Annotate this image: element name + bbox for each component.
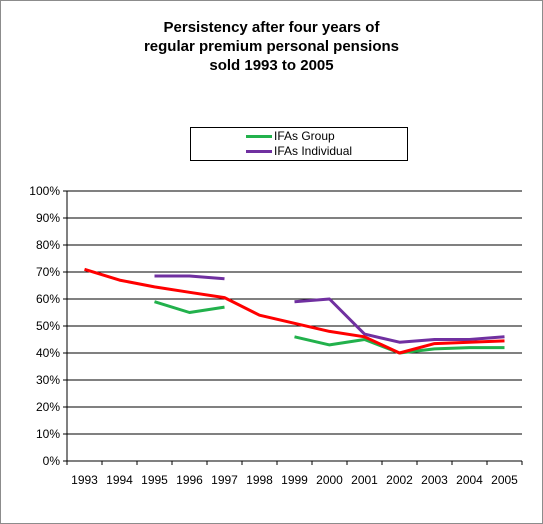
legend: IFAs Group IFAs Individual: [190, 127, 408, 161]
x-tick-label: 2002: [386, 473, 413, 487]
x-tick-label: 2003: [421, 473, 448, 487]
series-line-ifas-individual: [294, 297, 505, 344]
chart-title-line-2: regular premium personal pensions: [143, 38, 400, 55]
legend-entry-ifas-group: IFAs Group: [191, 129, 407, 144]
legend-label-ifas-group: IFAs Group: [274, 129, 335, 143]
series-lines: [84, 267, 505, 355]
series-line-unlabeled: [84, 267, 505, 355]
chart-title: Persistency after four years of regular …: [0, 18, 543, 75]
x-tick-label: 1996: [176, 473, 203, 487]
x-tick-label: 2001: [351, 473, 378, 487]
chart-title-line-1: Persistency after four years of: [163, 19, 380, 36]
y-tick-label: 70%: [36, 265, 60, 279]
series-line-ifas-individual: [154, 274, 225, 281]
series-line-ifas-group: [154, 300, 225, 314]
x-tick-label: 2004: [456, 473, 483, 487]
legend-swatch-ifas-group: [246, 135, 272, 138]
legend-label-ifas-individual: IFAs Individual: [274, 144, 353, 158]
y-axis-ticks: 0% 10% 20% 30% 40% 50% 60% 70% 80% 90% 100%: [29, 184, 67, 468]
y-tick-label: 90%: [36, 211, 60, 225]
y-tick-label: 60%: [36, 292, 60, 306]
y-tick-label: 30%: [36, 373, 60, 387]
y-tick-label: 0%: [43, 454, 61, 468]
x-tick-label: 1997: [211, 473, 238, 487]
y-tick-label: 80%: [36, 238, 60, 252]
x-tick-label: 1999: [281, 473, 308, 487]
x-tick-label: 2000: [316, 473, 343, 487]
y-tick-label: 50%: [36, 319, 60, 333]
gridlines: [67, 190, 522, 462]
y-tick-label: 20%: [36, 400, 60, 414]
y-tick-label: 10%: [36, 427, 60, 441]
x-tick-label: 1998: [246, 473, 273, 487]
x-tick-label: 1993: [71, 473, 98, 487]
x-tick-label: 2005: [491, 473, 518, 487]
y-tick-label: 100%: [29, 184, 60, 198]
chart-title-line-3: sold 1993 to 2005: [209, 57, 334, 74]
x-axis-ticks: 1993 1994 1995 1996 1997 1998 1999 2000 2001 2002…: [66, 461, 523, 487]
legend-swatch-ifas-individual: [246, 150, 272, 153]
x-tick-label: 1994: [106, 473, 133, 487]
x-tick-label: 1995: [141, 473, 168, 487]
legend-entry-ifas-individual: IFAs Individual: [191, 144, 407, 159]
y-tick-label: 40%: [36, 346, 60, 360]
